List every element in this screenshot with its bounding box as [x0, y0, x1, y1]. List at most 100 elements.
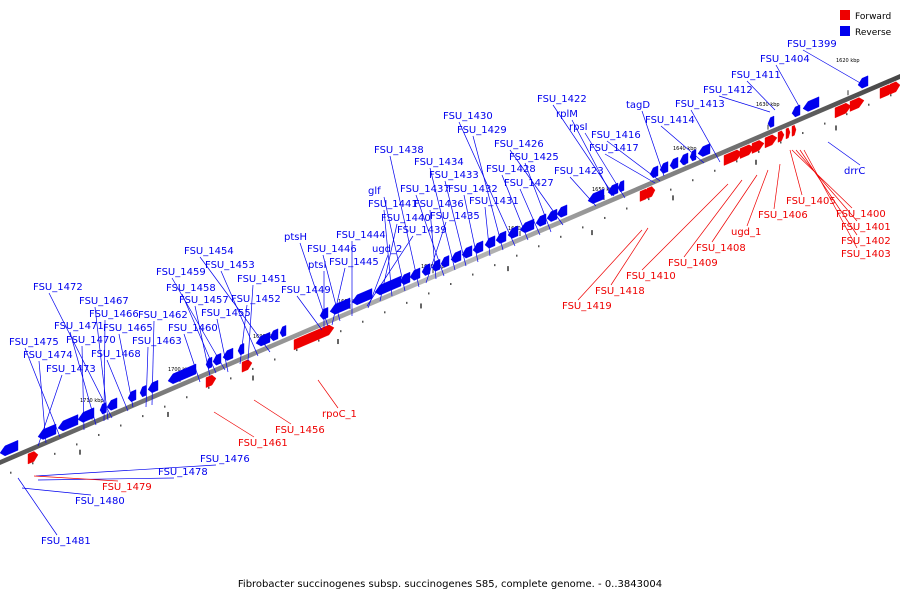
gene-label[interactable]: FSU_1438 — [374, 145, 424, 156]
reverse-gene[interactable] — [857, 75, 869, 89]
reverse-gene[interactable] — [669, 156, 679, 170]
gene-label[interactable]: FSU_1481 — [41, 536, 91, 547]
forward-gene[interactable] — [723, 149, 743, 166]
gene-label[interactable]: FSU_1410 — [626, 271, 676, 282]
gene-label[interactable]: FSU_1414 — [645, 115, 695, 126]
reverse-gene[interactable] — [440, 255, 450, 268]
gene-label[interactable]: FSU_1417 — [589, 143, 639, 154]
gene-label[interactable]: FSU_1429 — [457, 125, 507, 136]
reverse-gene[interactable] — [279, 325, 287, 338]
gene-label[interactable]: FSU_1401 — [841, 222, 891, 233]
gene-label[interactable]: FSU_1402 — [841, 236, 891, 247]
gene-label[interactable]: FSU_1411 — [731, 70, 781, 81]
reverse-gene[interactable] — [556, 204, 568, 218]
gene-label[interactable]: FSU_1406 — [758, 210, 808, 221]
gene-label[interactable]: FSU_1436 — [414, 199, 464, 210]
reverse-gene[interactable] — [255, 331, 271, 347]
gene-label[interactable]: ptsI — [308, 260, 326, 271]
gene-label[interactable]: FSU_1475 — [9, 337, 59, 348]
reverse-gene[interactable] — [167, 363, 197, 385]
reverse-gene[interactable] — [0, 439, 19, 457]
gene-label[interactable]: FSU_1478 — [158, 467, 208, 478]
forward-gene[interactable] — [785, 127, 791, 140]
reverse-gene[interactable] — [351, 288, 373, 306]
gene-label[interactable]: FSU_1427 — [504, 178, 554, 189]
reverse-gene[interactable] — [450, 249, 462, 264]
reverse-gene[interactable] — [535, 213, 547, 227]
gene-label[interactable]: FSU_1430 — [443, 111, 493, 122]
gene-label[interactable]: ugd_2 — [372, 244, 402, 255]
gene-label[interactable]: ptsH — [284, 232, 307, 243]
gene-label[interactable]: FSU_1461 — [238, 438, 288, 449]
gene-label[interactable]: rpoC_1 — [322, 409, 357, 420]
forward-gene[interactable] — [849, 97, 865, 112]
reverse-gene[interactable] — [617, 180, 625, 193]
gene-label[interactable]: FSU_1466 — [89, 309, 139, 320]
reverse-gene[interactable] — [127, 389, 137, 402]
gene-label[interactable]: FSU_1435 — [430, 211, 480, 222]
gene-label[interactable]: FSU_1437 — [400, 184, 450, 195]
gene-label[interactable]: FSU_1408 — [696, 243, 746, 254]
reverse-gene[interactable] — [495, 230, 507, 244]
gene-label[interactable]: FSU_1422 — [537, 94, 587, 105]
gene-label[interactable]: FSU_1467 — [79, 296, 129, 307]
gene-label[interactable]: FSU_1472 — [33, 282, 83, 293]
gene-label[interactable]: FSU_1453 — [205, 260, 255, 271]
gene-label[interactable]: FSU_1456 — [275, 425, 325, 436]
reverse-gene[interactable] — [421, 263, 431, 276]
reverse-gene[interactable] — [147, 379, 159, 394]
forward-gene[interactable] — [764, 134, 778, 149]
gene-label[interactable]: FSU_1428 — [486, 164, 536, 175]
reverse-gene[interactable] — [269, 328, 279, 342]
gene-label[interactable]: FSU_1470 — [66, 335, 116, 346]
gene-label[interactable]: FSU_1462 — [138, 310, 188, 321]
reverse-gene[interactable] — [222, 347, 234, 361]
gene-label[interactable]: FSU_1455 — [201, 308, 251, 319]
reverse-gene[interactable] — [431, 258, 441, 272]
reverse-gene[interactable] — [607, 182, 619, 196]
forward-gene[interactable] — [205, 374, 217, 388]
gene-label[interactable]: FSU_1399 — [787, 39, 837, 50]
forward-gene[interactable] — [27, 451, 39, 465]
gene-label[interactable]: FSU_1451 — [237, 274, 287, 285]
reverse-gene[interactable] — [587, 188, 605, 204]
reverse-gene[interactable] — [689, 149, 697, 162]
gene-label[interactable]: FSU_1473 — [46, 364, 96, 375]
gene-label[interactable]: FSU_1419 — [562, 301, 612, 312]
gene-label[interactable]: FSU_1433 — [429, 170, 479, 181]
gene-label[interactable]: FSU_1476 — [200, 454, 250, 465]
gene-label[interactable]: FSU_1441 — [368, 199, 418, 210]
gene-label[interactable]: FSU_1460 — [168, 323, 218, 334]
forward-gene[interactable] — [646, 186, 656, 199]
reverse-gene[interactable] — [37, 423, 57, 440]
reverse-gene[interactable] — [546, 208, 558, 222]
gene-label[interactable]: FSU_1457 — [179, 295, 229, 306]
forward-gene[interactable] — [293, 324, 335, 351]
gene-label[interactable]: FSU_1431 — [469, 196, 519, 207]
gene-label[interactable]: rplM — [556, 109, 578, 120]
gene-label[interactable]: tagD — [626, 100, 650, 111]
reverse-gene[interactable] — [77, 407, 95, 423]
gene-label[interactable]: FSU_1413 — [675, 99, 725, 110]
gene-label[interactable]: FSU_1474 — [23, 350, 73, 361]
reverse-gene[interactable] — [139, 385, 147, 398]
gene-label[interactable]: FSU_1412 — [703, 85, 753, 96]
gene-label[interactable]: FSU_1454 — [184, 246, 234, 257]
gene-label[interactable]: FSU_1452 — [231, 294, 281, 305]
gene-label[interactable]: FSU_1416 — [591, 130, 641, 141]
forward-gene[interactable] — [834, 102, 852, 119]
gene-label[interactable]: FSU_1440 — [381, 213, 431, 224]
reverse-gene[interactable] — [802, 96, 820, 112]
reverse-gene[interactable] — [329, 297, 351, 315]
reverse-gene[interactable] — [472, 240, 484, 254]
gene-label[interactable]: FSU_1446 — [307, 244, 357, 255]
reverse-gene[interactable] — [374, 275, 402, 296]
reverse-gene[interactable] — [57, 414, 79, 432]
forward-gene[interactable] — [751, 140, 765, 154]
gene-label[interactable]: glf — [368, 186, 381, 197]
gene-label[interactable]: ugd_1 — [731, 227, 761, 238]
gene-label[interactable]: FSU_1458 — [166, 283, 216, 294]
reverse-gene[interactable] — [697, 143, 711, 157]
gene-label[interactable]: FSU_1480 — [75, 496, 125, 507]
gene-label[interactable]: FSU_1426 — [494, 139, 544, 150]
